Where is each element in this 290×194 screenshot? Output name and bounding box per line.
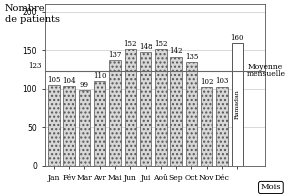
Bar [201,87,213,166]
Text: 135: 135 [185,53,198,61]
Bar [216,87,228,166]
Text: mensuelle: mensuelle [247,70,286,78]
Bar [125,49,136,166]
Text: Nombre
de patients: Nombre de patients [5,4,60,24]
Text: 103: 103 [215,77,229,85]
Text: Mois: Mois [261,184,281,191]
Text: 152: 152 [124,40,137,48]
Bar [231,43,243,166]
Text: 102: 102 [200,78,213,86]
Text: 160: 160 [231,34,244,42]
Bar [94,81,106,166]
Bar [109,60,121,166]
Text: 148: 148 [139,43,152,51]
Bar [79,90,90,166]
Text: 142: 142 [169,47,183,55]
Text: 123: 123 [28,62,42,70]
Text: Moyenne: Moyenne [247,62,282,71]
Bar [48,85,60,166]
Text: 110: 110 [93,72,106,80]
Text: 137: 137 [108,51,122,59]
Bar [64,86,75,166]
Bar [171,56,182,166]
Text: 152: 152 [154,40,168,48]
Bar [140,52,151,166]
Text: 104: 104 [62,77,76,85]
Bar [155,49,167,166]
Text: 99: 99 [80,81,89,88]
Text: 105: 105 [47,76,61,84]
Bar [186,62,197,166]
Text: Ramadan: Ramadan [235,89,240,119]
